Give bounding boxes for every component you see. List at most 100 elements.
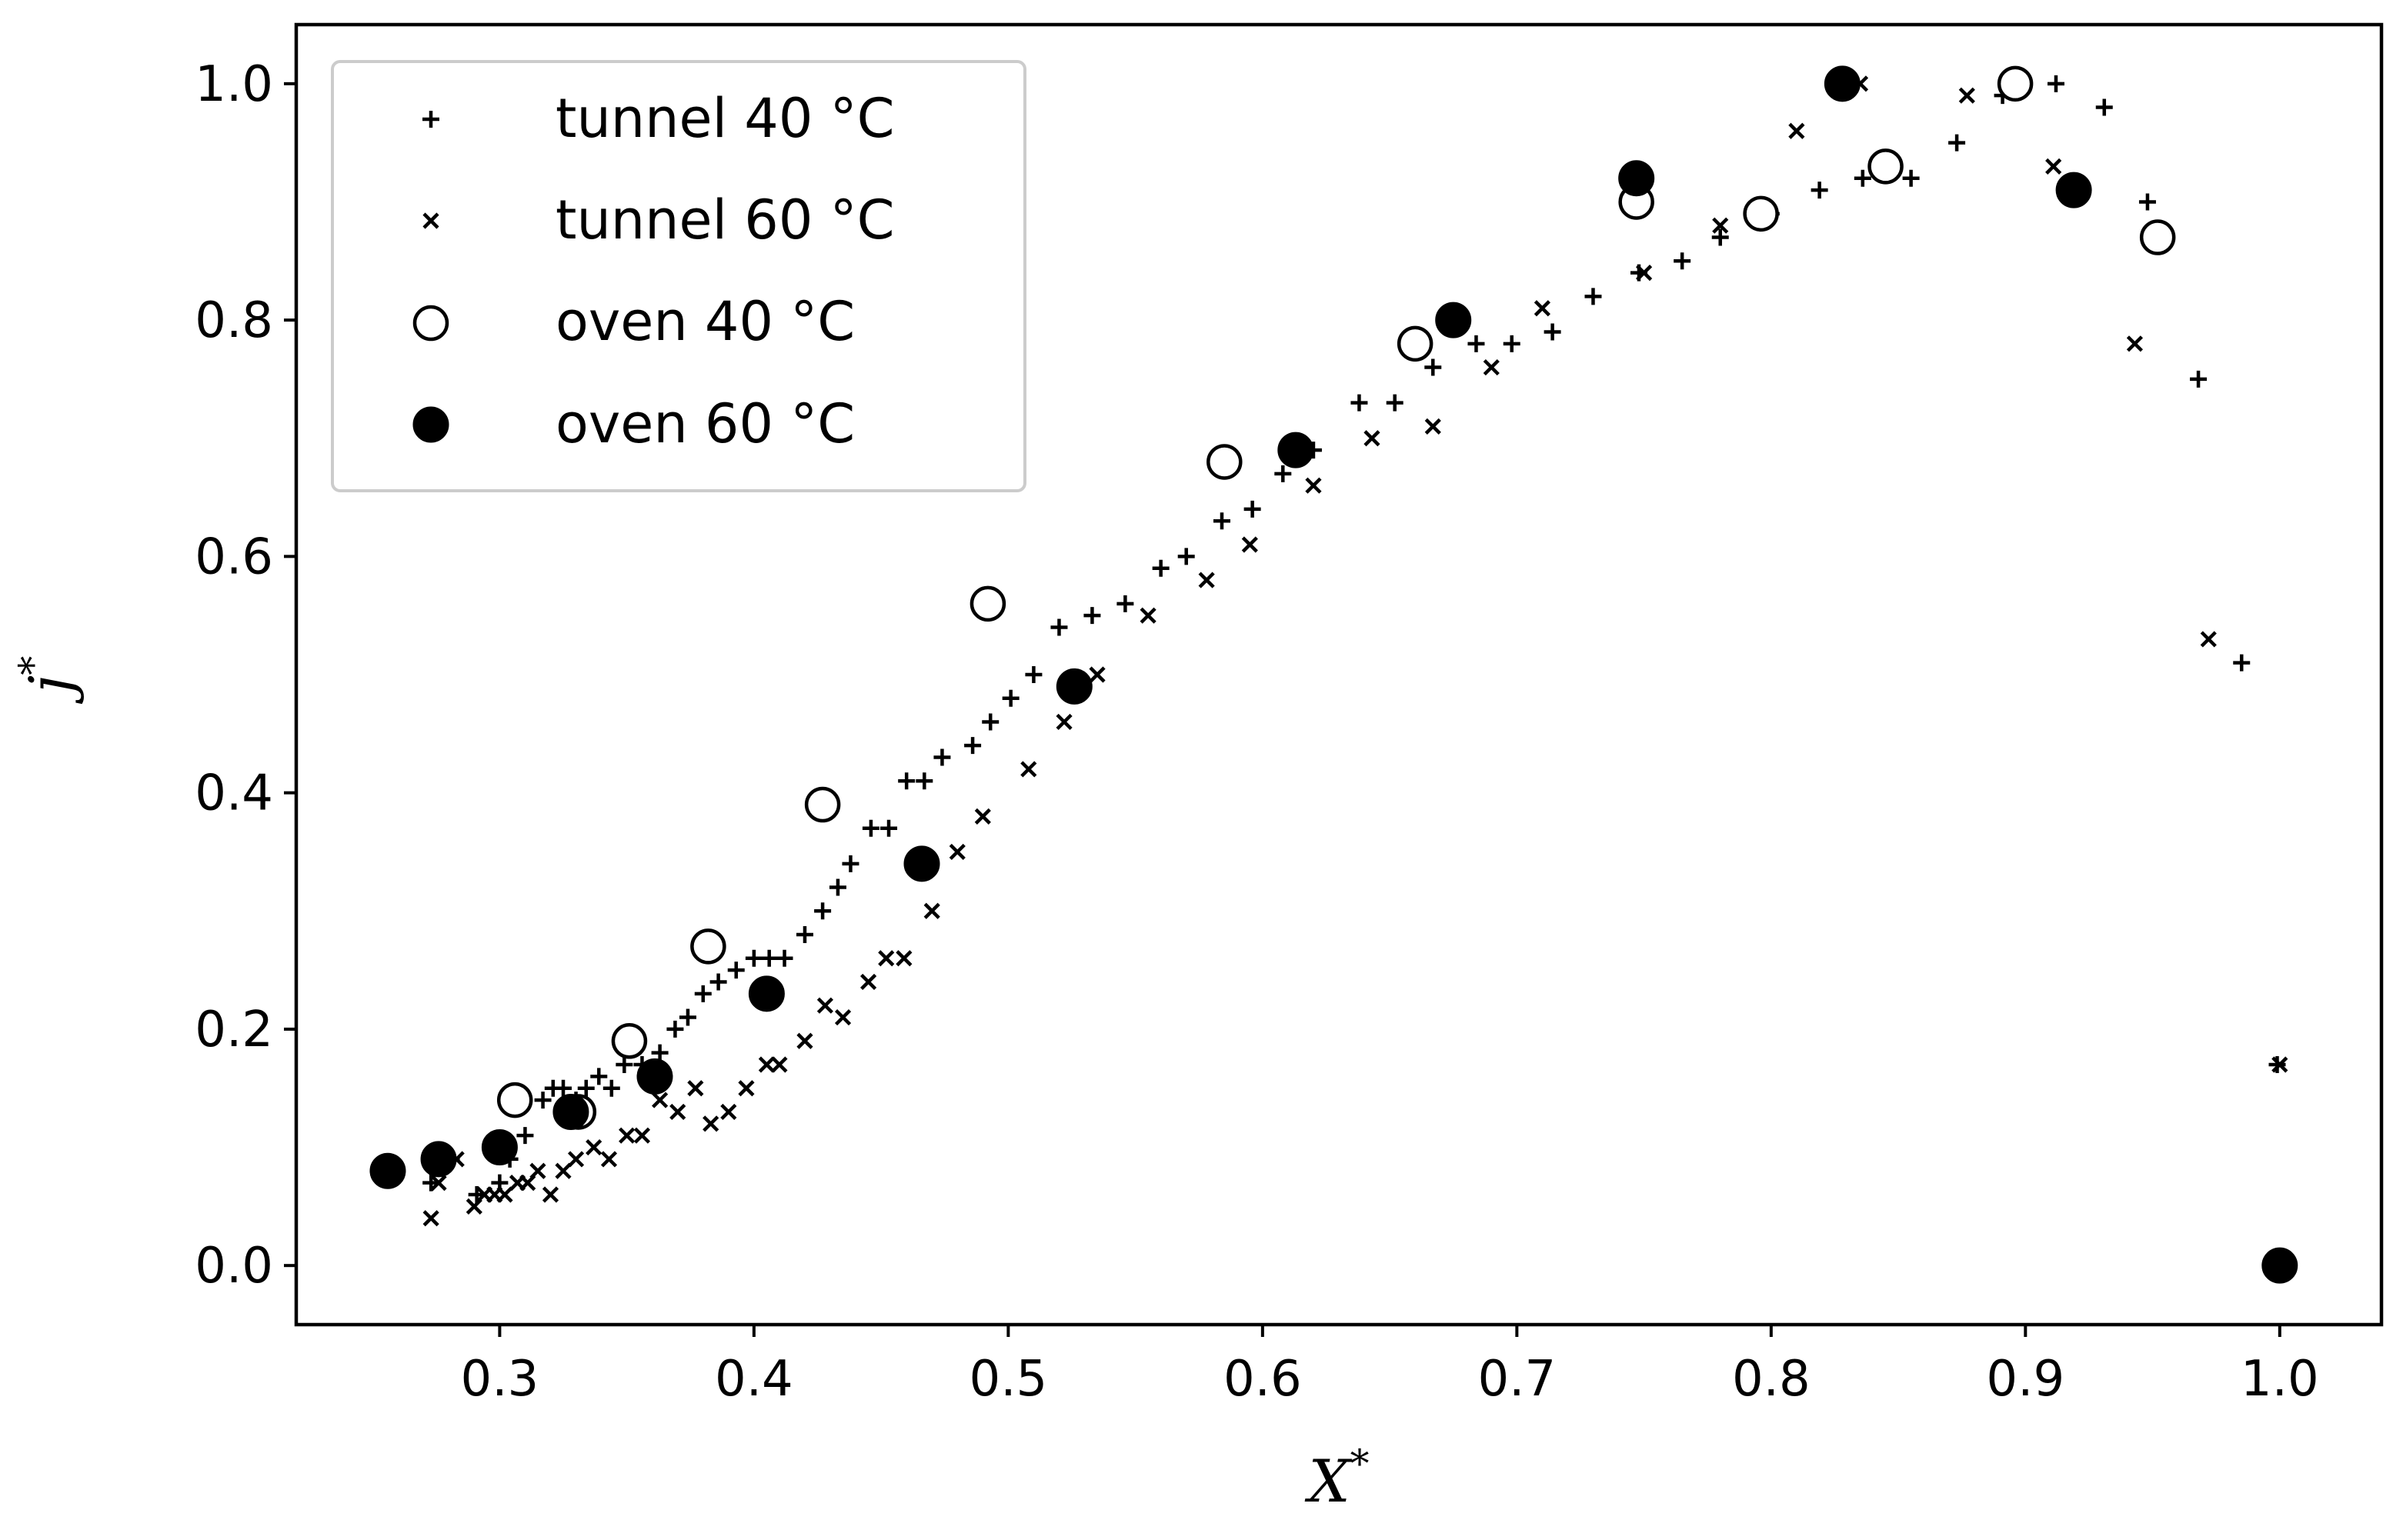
data-point-x xyxy=(1712,217,1729,234)
data-point-plus xyxy=(1711,228,1729,246)
x-tick-label: 0.6 xyxy=(1223,1351,1302,1408)
data-point-x xyxy=(738,1080,755,1097)
data-point-plus xyxy=(1050,618,1068,636)
data-point-plus xyxy=(1025,666,1043,683)
data-point-x xyxy=(771,1056,788,1073)
data-point-plus xyxy=(679,1008,696,1026)
data-point-x xyxy=(1424,418,1441,435)
data-point-x xyxy=(687,1080,704,1097)
data-point-x xyxy=(496,1186,513,1203)
y-tick-label: 0.0 xyxy=(195,1238,273,1295)
data-point-circle-open xyxy=(611,1023,648,1059)
data-point-plus xyxy=(2095,98,2113,116)
series-circle-open xyxy=(496,65,2176,1130)
data-point-plus xyxy=(727,962,745,979)
data-point-plus xyxy=(1243,500,1261,518)
legend: tunnel 40 °C tunnel 60 °C oven 40 °C ove… xyxy=(331,60,1026,492)
x-axis: 0.3 0.4 0.5 0.6 0.7 0.8 0.9 1.0 xyxy=(460,1325,2319,1408)
x-tick-label: 0.3 xyxy=(460,1351,539,1408)
data-point-plus xyxy=(1503,335,1520,352)
data-point-x xyxy=(1635,265,1653,282)
data-point-plus xyxy=(760,949,778,967)
data-point-plus xyxy=(1811,182,1828,199)
x-tick-label: 0.7 xyxy=(1477,1351,1556,1408)
legend-label-oven-60: oven 60 °C xyxy=(556,392,855,455)
data-point-plus xyxy=(880,819,898,837)
data-point-x xyxy=(586,1138,602,1156)
data-point-plus xyxy=(1177,548,1195,565)
data-point-plus xyxy=(2268,1056,2286,1073)
data-point-plus xyxy=(814,902,832,920)
y-axis: 0.0 0.2 0.4 0.6 0.8 1.0 xyxy=(195,56,296,1295)
data-point-x xyxy=(1241,536,1258,553)
data-point-circle-filled xyxy=(420,1141,457,1178)
data-point-plus xyxy=(1467,335,1485,352)
data-point-plus xyxy=(666,1020,684,1038)
data-point-plus xyxy=(1116,595,1134,612)
legend-marker-circle-filled xyxy=(412,406,449,443)
data-point-x xyxy=(669,1103,686,1121)
series-x xyxy=(422,75,2288,1227)
data-point-plus xyxy=(577,1079,595,1097)
data-point-x xyxy=(542,1186,559,1203)
data-point-x xyxy=(974,808,991,825)
data-point-circle-filled xyxy=(1277,432,1314,468)
x-tick-label: 0.8 xyxy=(1732,1351,1811,1408)
data-point-plus xyxy=(590,1068,608,1085)
data-point-x xyxy=(816,997,834,1014)
data-point-plus xyxy=(1213,512,1230,530)
data-point-plus xyxy=(1083,607,1101,625)
data-point-circle-filled xyxy=(369,1152,406,1189)
data-point-x xyxy=(758,1056,775,1073)
legend-label-tunnel-60: tunnel 60 °C xyxy=(556,188,895,252)
data-point-plus xyxy=(616,1056,633,1073)
data-point-x xyxy=(1020,761,1037,778)
data-point-x xyxy=(878,950,895,967)
data-point-x xyxy=(1198,572,1215,588)
data-point-plus xyxy=(651,1044,669,1062)
data-point-x xyxy=(860,973,877,991)
data-point-plus xyxy=(2233,654,2251,672)
legend-label-oven-40: oven 40 °C xyxy=(556,290,855,353)
data-point-plus xyxy=(862,819,879,837)
data-points xyxy=(369,65,2298,1284)
data-point-plus xyxy=(2190,370,2208,388)
data-point-x xyxy=(1363,430,1380,447)
y-tick-label: 0.8 xyxy=(195,292,273,349)
data-point-plus xyxy=(745,949,763,967)
data-point-plus xyxy=(602,1079,620,1097)
data-point-x xyxy=(834,1008,852,1026)
data-point-circle-filled xyxy=(748,975,785,1012)
data-point-x xyxy=(703,1115,719,1132)
data-point-circle-open xyxy=(1207,444,1243,480)
data-point-plus xyxy=(555,1079,572,1097)
data-point-circle-open xyxy=(804,786,841,823)
data-point-circle-filled xyxy=(481,1129,518,1166)
plot-frame xyxy=(294,22,2384,1327)
data-point-circle-open xyxy=(2139,219,2176,255)
legend-label-tunnel-40: tunnel 40 °C xyxy=(556,87,895,150)
legend-marker-circle-open xyxy=(412,305,449,342)
data-point-plus xyxy=(2047,75,2064,92)
legend-markers xyxy=(412,111,449,443)
series-plus xyxy=(422,75,2286,1203)
data-point-circle-filled xyxy=(1056,668,1093,705)
data-point-plus xyxy=(776,949,793,967)
data-point-plus xyxy=(1152,559,1170,577)
data-point-x xyxy=(1089,666,1106,683)
y-tick-label: 0.6 xyxy=(195,528,273,585)
data-point-plus xyxy=(709,973,727,991)
x-tick-label: 1.0 xyxy=(2241,1351,2319,1408)
data-point-x xyxy=(2045,158,2062,175)
data-point-circle-filled xyxy=(903,845,940,882)
y-tick-label: 0.4 xyxy=(195,765,273,822)
data-point-plus xyxy=(1274,465,1292,482)
legend-box xyxy=(331,60,1026,492)
data-point-x xyxy=(1305,477,1322,494)
x-tick-label: 0.4 xyxy=(715,1351,793,1408)
data-point-plus xyxy=(1584,288,1602,305)
data-point-plus xyxy=(2138,193,2156,211)
data-point-x xyxy=(652,1092,669,1108)
data-point-circle-filled xyxy=(1824,65,1861,102)
data-point-x xyxy=(2200,631,2217,648)
